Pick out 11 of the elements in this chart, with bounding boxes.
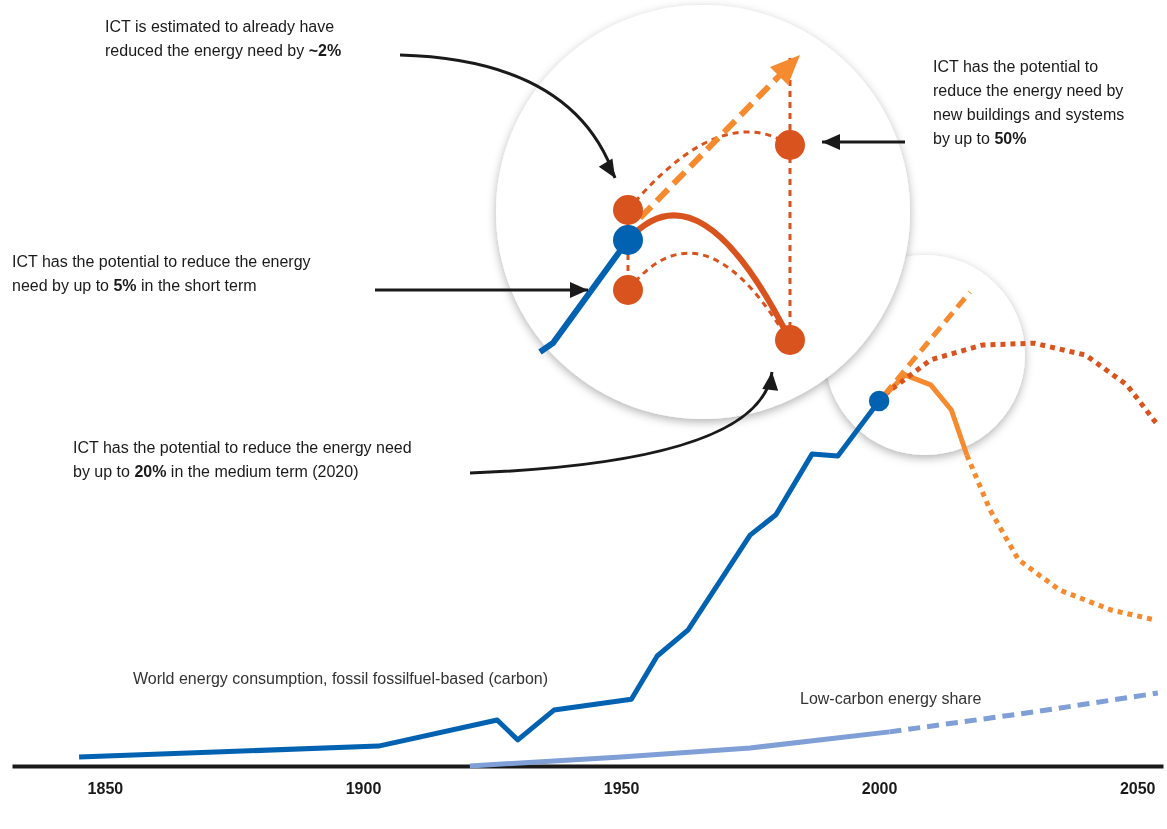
x-tick-label: 1950 xyxy=(603,779,640,797)
text: ICT is estimated to already have reduced the energy need by ~2% xyxy=(105,17,343,61)
annotation: ICT has the potential to reduce the energy need by up to 20% in the medium term (2020) xyxy=(73,438,413,482)
series-label: World energy consumption, fossil fossilfuel-based (carbon) xyxy=(133,669,549,689)
x-tick-label: 2000 xyxy=(861,779,898,797)
annotation: ICT has the potential to reduce the energy need by up to 5% in the short term xyxy=(12,252,312,296)
x-tick-label: 1850 xyxy=(87,779,124,797)
x-tick-label: 2050 xyxy=(1119,779,1156,797)
text: ICT has the potential to reduce the energy need by new buildings and systems by up to 50% xyxy=(933,57,1126,149)
x-tick-label: 1900 xyxy=(345,779,382,797)
text: Low-carbon energy share xyxy=(800,689,983,709)
